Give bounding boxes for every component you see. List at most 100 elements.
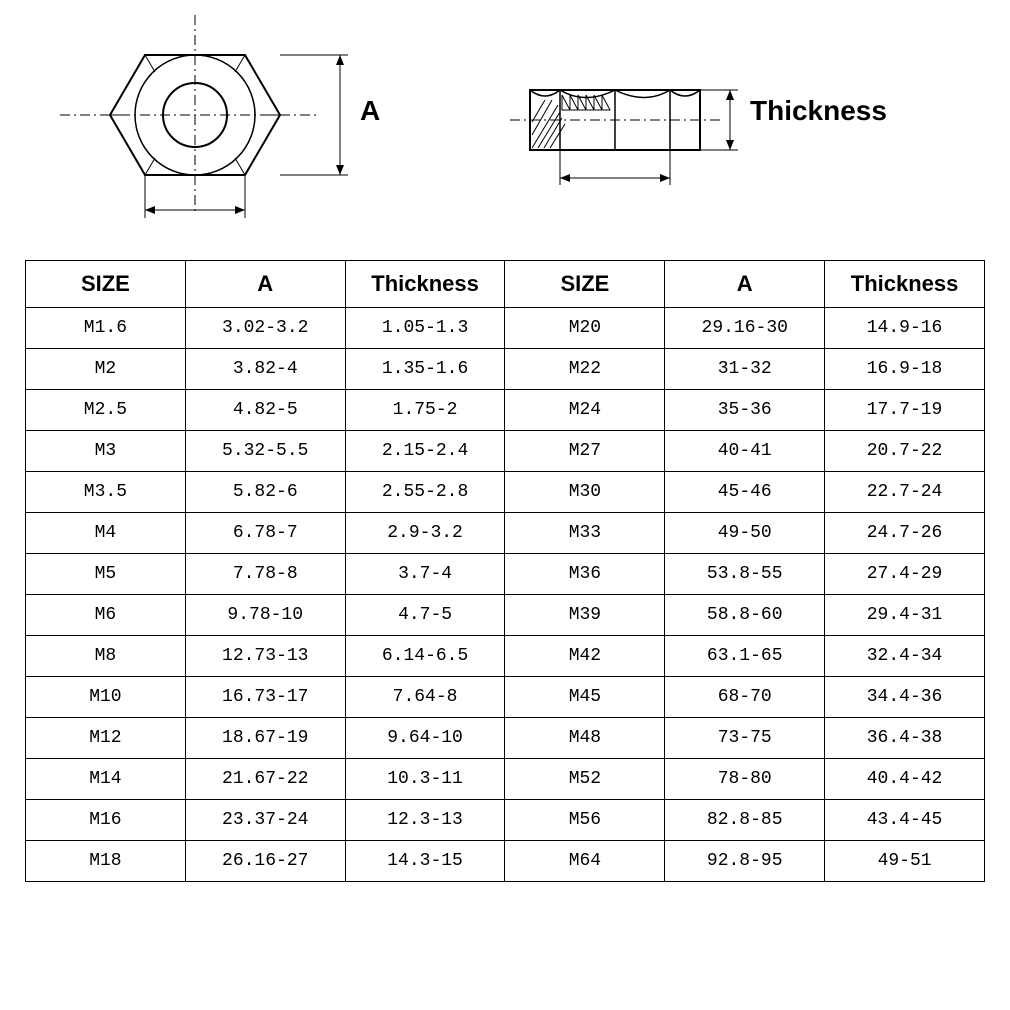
table-cell: 34.4-36 [825,677,985,718]
table-cell: 5.82-6 [185,472,345,513]
table-row: M69.78-104.7-5M3958.8-6029.4-31 [26,595,985,636]
table-cell: 22.7-24 [825,472,985,513]
table-cell: 2.15-2.4 [345,431,505,472]
table-cell: 32.4-34 [825,636,985,677]
table-cell: 49-50 [665,513,825,554]
table-row: M2.54.82-51.75-2M2435-3617.7-19 [26,390,985,431]
table-row: M1421.67-2210.3-11M5278-8040.4-42 [26,759,985,800]
table-cell: 45-46 [665,472,825,513]
col-size-2: SIZE [505,261,665,308]
table-cell: 20.7-22 [825,431,985,472]
table-cell: M2.5 [26,390,186,431]
diagram-area: A [0,0,1010,250]
hex-nut-side-view [490,50,770,240]
table-cell: 9.64-10 [345,718,505,759]
table-cell: 5.32-5.5 [185,431,345,472]
table-cell: M16 [26,800,186,841]
table-row: M1.63.02-3.21.05-1.3M2029.16-3014.9-16 [26,308,985,349]
spec-table: SIZE A Thickness SIZE A Thickness M1.63.… [25,260,985,882]
table-cell: M30 [505,472,665,513]
table-cell: 53.8-55 [665,554,825,595]
table-cell: M6 [26,595,186,636]
table-cell: 73-75 [665,718,825,759]
col-thickness-1: Thickness [345,261,505,308]
table-cell: 49-51 [825,841,985,882]
table-row: M23.82-41.35-1.6M2231-3216.9-18 [26,349,985,390]
table-cell: M22 [505,349,665,390]
table-cell: M8 [26,636,186,677]
table-cell: 68-70 [665,677,825,718]
table-cell: 6.14-6.5 [345,636,505,677]
table-cell: M12 [26,718,186,759]
table-cell: M52 [505,759,665,800]
table-cell: M33 [505,513,665,554]
table-cell: 10.3-11 [345,759,505,800]
table-cell: 1.05-1.3 [345,308,505,349]
table-cell: 27.4-29 [825,554,985,595]
table-cell: M36 [505,554,665,595]
col-thickness-2: Thickness [825,261,985,308]
table-row: M812.73-136.14-6.5M4263.1-6532.4-34 [26,636,985,677]
table-cell: 24.7-26 [825,513,985,554]
col-a-1: A [185,261,345,308]
label-a: A [360,95,380,127]
table-cell: M24 [505,390,665,431]
table-cell: 18.67-19 [185,718,345,759]
table-header-row: SIZE A Thickness SIZE A Thickness [26,261,985,308]
table-cell: M56 [505,800,665,841]
table-row: M1826.16-2714.3-15M6492.8-9549-51 [26,841,985,882]
table-cell: 1.35-1.6 [345,349,505,390]
table-row: M57.78-83.7-4M3653.8-5527.4-29 [26,554,985,595]
table-cell: 12.3-13 [345,800,505,841]
table-cell: 14.3-15 [345,841,505,882]
table-cell: 58.8-60 [665,595,825,636]
table-cell: 82.8-85 [665,800,825,841]
table-cell: 40-41 [665,431,825,472]
label-thickness: Thickness [750,95,887,127]
table-cell: 4.7-5 [345,595,505,636]
table-cell: M27 [505,431,665,472]
table-cell: 29.16-30 [665,308,825,349]
table-cell: M45 [505,677,665,718]
table-cell: 26.16-27 [185,841,345,882]
table-body: M1.63.02-3.21.05-1.3M2029.16-3014.9-16M2… [26,308,985,882]
table-cell: 43.4-45 [825,800,985,841]
spec-table-area: SIZE A Thickness SIZE A Thickness M1.63.… [0,250,1010,882]
table-cell: M5 [26,554,186,595]
table-cell: 1.75-2 [345,390,505,431]
table-cell: 40.4-42 [825,759,985,800]
table-cell: 23.37-24 [185,800,345,841]
table-cell: M48 [505,718,665,759]
table-cell: 35-36 [665,390,825,431]
table-cell: 17.7-19 [825,390,985,431]
table-row: M3.55.82-62.55-2.8M3045-4622.7-24 [26,472,985,513]
table-cell: M42 [505,636,665,677]
table-cell: 63.1-65 [665,636,825,677]
table-cell: 7.78-8 [185,554,345,595]
table-cell: 12.73-13 [185,636,345,677]
table-cell: 3.02-3.2 [185,308,345,349]
table-row: M1218.67-199.64-10M4873-7536.4-38 [26,718,985,759]
table-cell: M10 [26,677,186,718]
hex-nut-top-view [50,0,390,240]
table-cell: M3 [26,431,186,472]
table-cell: 31-32 [665,349,825,390]
table-cell: M18 [26,841,186,882]
col-a-2: A [665,261,825,308]
table-cell: M2 [26,349,186,390]
table-cell: M20 [505,308,665,349]
table-cell: 6.78-7 [185,513,345,554]
table-cell: 3.82-4 [185,349,345,390]
table-cell: 16.9-18 [825,349,985,390]
table-cell: 2.9-3.2 [345,513,505,554]
table-row: M1016.73-177.64-8M4568-7034.4-36 [26,677,985,718]
table-cell: 16.73-17 [185,677,345,718]
table-cell: M3.5 [26,472,186,513]
table-cell: 7.64-8 [345,677,505,718]
table-cell: 92.8-95 [665,841,825,882]
table-cell: 36.4-38 [825,718,985,759]
table-cell: 3.7-4 [345,554,505,595]
table-cell: 78-80 [665,759,825,800]
table-cell: 14.9-16 [825,308,985,349]
table-row: M35.32-5.52.15-2.4M2740-4120.7-22 [26,431,985,472]
